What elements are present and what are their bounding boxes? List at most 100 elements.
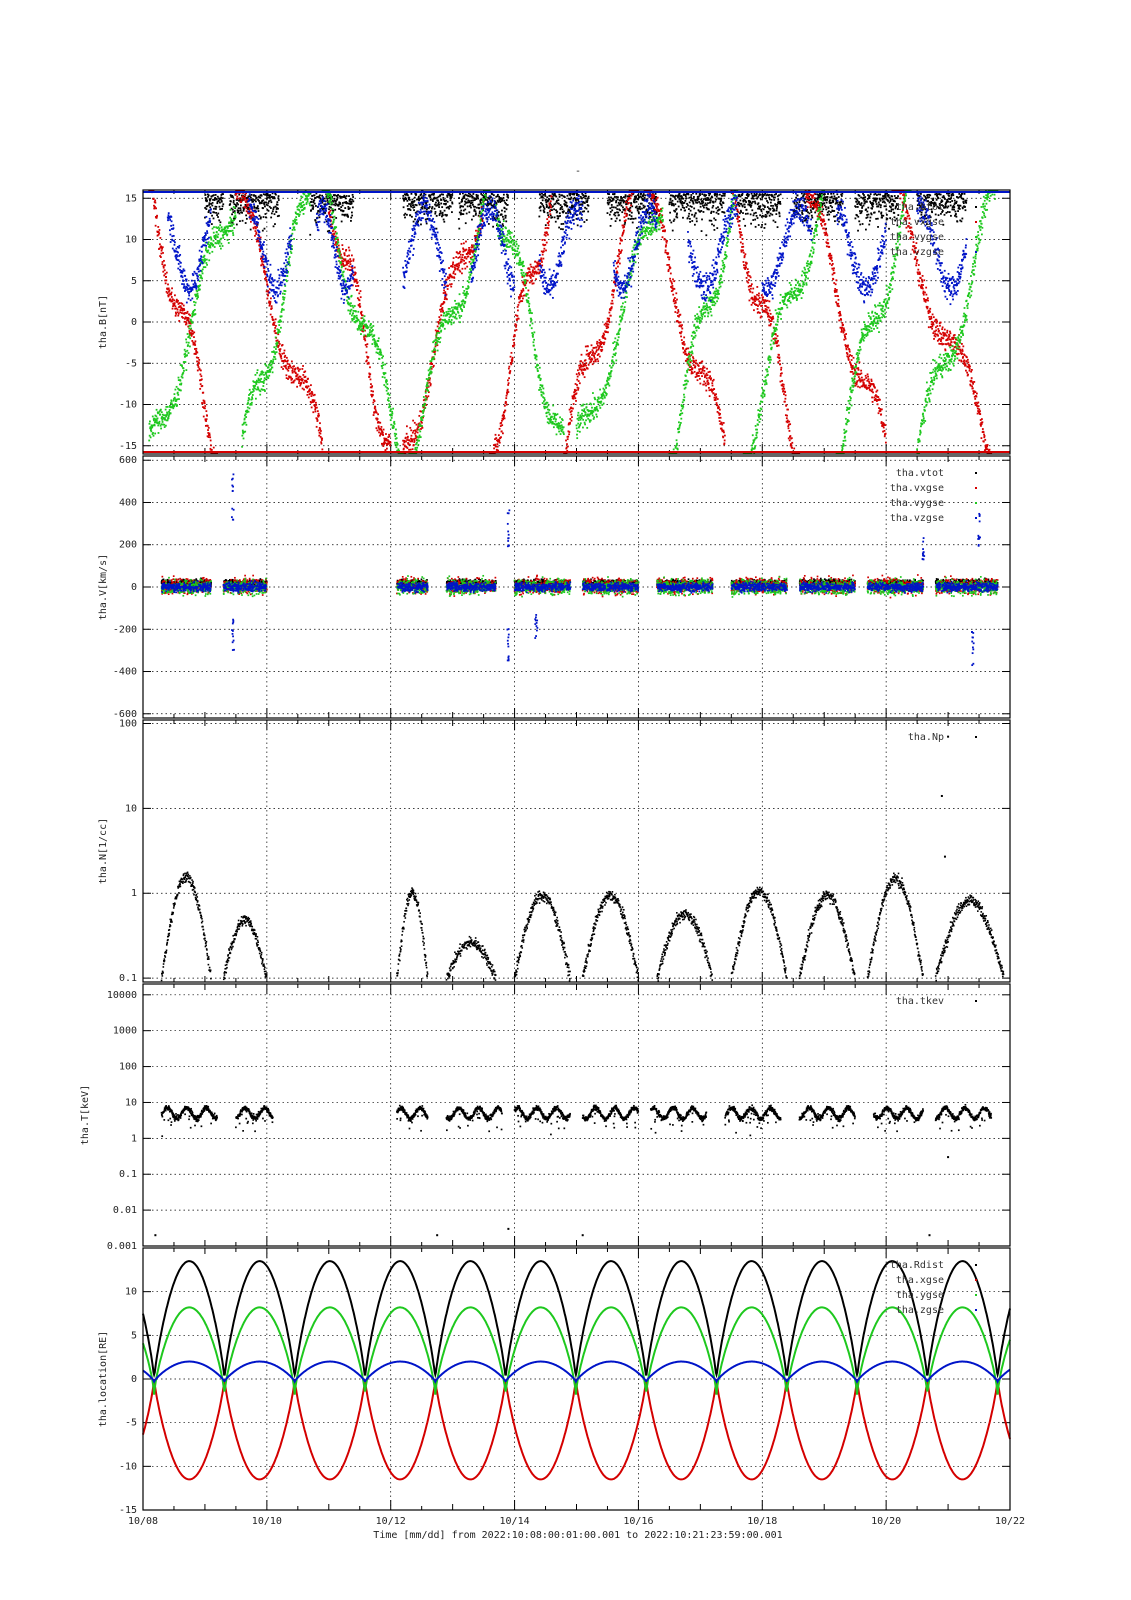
data-point <box>406 214 408 216</box>
data-point <box>665 249 667 251</box>
data-point <box>868 214 870 216</box>
data-point <box>710 197 712 199</box>
data-point <box>631 195 633 197</box>
data-point <box>834 288 836 290</box>
y-tick-label: -5 <box>125 358 137 369</box>
data-point <box>163 260 165 262</box>
data-point <box>683 336 685 338</box>
data-point <box>948 195 950 197</box>
data-point <box>291 382 293 384</box>
data-point <box>884 202 886 204</box>
data-point <box>704 370 706 372</box>
data-point <box>885 205 887 207</box>
data-point <box>558 227 560 229</box>
data-point <box>885 209 887 211</box>
data-point <box>858 220 860 222</box>
data-point <box>207 425 209 427</box>
data-point <box>718 213 720 215</box>
data-point <box>446 214 448 216</box>
data-point <box>465 249 467 251</box>
data-point <box>680 321 682 323</box>
data-point <box>443 289 445 291</box>
data-point <box>892 205 894 207</box>
data-point <box>434 213 436 215</box>
data-point <box>878 202 880 204</box>
data-point <box>442 307 444 309</box>
data-point <box>558 203 560 205</box>
data-point <box>755 212 757 214</box>
data-point <box>273 324 275 326</box>
data-point <box>833 267 835 269</box>
data-point <box>219 206 221 208</box>
data-point <box>244 206 246 208</box>
data-point <box>548 224 550 226</box>
data-point <box>491 199 493 201</box>
data-point <box>306 381 308 383</box>
data-point <box>789 439 791 441</box>
data-point <box>499 442 501 444</box>
data-point <box>364 340 366 342</box>
data-point <box>625 194 627 196</box>
data-point <box>744 253 746 255</box>
data-point <box>748 194 750 196</box>
data-point <box>482 194 484 196</box>
data-point <box>668 264 670 266</box>
data-point <box>410 429 412 431</box>
data-point <box>947 205 949 207</box>
data-point <box>516 329 518 331</box>
data-point <box>837 212 839 214</box>
data-point <box>371 385 373 387</box>
data-point <box>168 296 170 298</box>
data-point <box>817 201 819 203</box>
data-point <box>175 315 177 317</box>
data-point <box>692 372 694 374</box>
data-point <box>592 351 594 353</box>
data-point <box>581 217 583 219</box>
data-point <box>250 229 252 231</box>
data-point <box>344 207 346 209</box>
data-point <box>466 213 468 215</box>
data-point <box>346 195 348 197</box>
data-point <box>624 196 626 198</box>
data-point <box>629 207 631 209</box>
data-point <box>950 205 952 207</box>
data-point <box>894 195 896 197</box>
data-point <box>406 200 408 202</box>
data-point <box>505 217 507 219</box>
data-point <box>201 378 203 380</box>
data-point <box>315 411 317 413</box>
data-point <box>871 208 873 210</box>
data-point <box>686 354 688 356</box>
data-point <box>610 225 612 227</box>
data-point <box>352 267 354 269</box>
data-point <box>761 301 763 303</box>
data-point <box>787 425 789 427</box>
data-point <box>617 198 619 200</box>
data-point <box>235 205 237 207</box>
data-point <box>267 202 269 204</box>
data-point <box>252 212 254 214</box>
data-point <box>239 220 241 222</box>
data-point <box>584 202 586 204</box>
data-point <box>436 215 438 217</box>
data-point <box>636 227 638 229</box>
data-point <box>308 397 310 399</box>
data-point <box>347 262 349 264</box>
data-point <box>824 205 826 207</box>
data-point <box>196 352 198 354</box>
data-point <box>369 376 371 378</box>
data-point <box>637 198 639 200</box>
data-point <box>258 200 260 202</box>
data-point <box>758 202 760 204</box>
data-point <box>616 218 618 220</box>
data-point <box>706 368 708 370</box>
data-point <box>630 203 632 205</box>
data-point <box>751 193 753 195</box>
data-point <box>272 210 274 212</box>
data-point <box>897 197 899 199</box>
data-point <box>678 316 680 318</box>
data-point <box>282 344 284 346</box>
data-point <box>447 196 449 198</box>
figure-title: - <box>575 166 581 177</box>
data-point <box>826 245 828 247</box>
